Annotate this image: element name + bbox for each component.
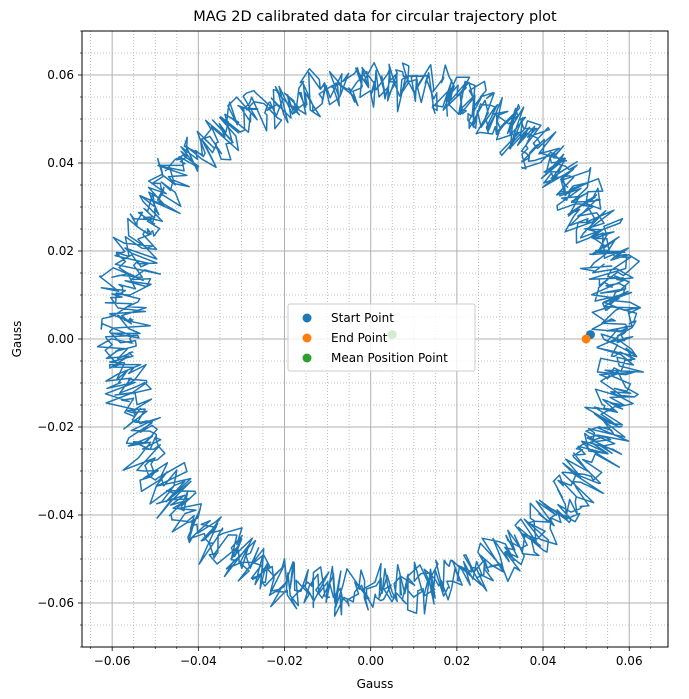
y-tick-label: 0.00 bbox=[47, 332, 74, 346]
legend-label-mean-position-point: Mean Position Point bbox=[331, 351, 448, 365]
x-tick-label: −0.04 bbox=[180, 654, 217, 668]
legend-marker-mean-position-point bbox=[302, 353, 312, 363]
trajectory-layer bbox=[96, 61, 645, 617]
x-axis-title: Gauss bbox=[357, 677, 394, 691]
y-axis-title: Gauss bbox=[10, 321, 24, 358]
y-tick-label: 0.04 bbox=[47, 156, 74, 170]
legend-box bbox=[287, 303, 476, 372]
x-tick-label: 0.02 bbox=[444, 654, 471, 668]
y-tick-label: 0.06 bbox=[47, 68, 74, 82]
x-tick-label: −0.02 bbox=[266, 654, 303, 668]
y-tick-label: −0.04 bbox=[37, 508, 74, 522]
y-tick-label: −0.02 bbox=[37, 420, 74, 434]
legend-marker-start-point bbox=[302, 313, 312, 323]
legend: Start Point End Point Mean Position Poin… bbox=[287, 303, 476, 372]
x-tick-label: −0.06 bbox=[94, 654, 131, 668]
end-point-marker bbox=[581, 334, 591, 344]
x-tick-label: 0.06 bbox=[616, 654, 643, 668]
y-tick-label: 0.02 bbox=[47, 244, 74, 258]
legend-label-start-point: Start Point bbox=[331, 311, 394, 325]
legend-label-end-point: End Point bbox=[331, 331, 388, 345]
trajectory-line bbox=[96, 61, 645, 617]
y-tick-label: −0.06 bbox=[37, 596, 74, 610]
x-tick-label: 0.00 bbox=[357, 654, 384, 668]
x-tick-label: 0.04 bbox=[530, 654, 557, 668]
legend-marker-end-point bbox=[302, 333, 312, 343]
chart-title: MAG 2D calibrated data for circular traj… bbox=[193, 9, 557, 25]
axis-ticks: −0.06 −0.06 −0.04 −0.04 −0.02 −0.02 0.00 0.00 0.… bbox=[37, 30, 652, 668]
